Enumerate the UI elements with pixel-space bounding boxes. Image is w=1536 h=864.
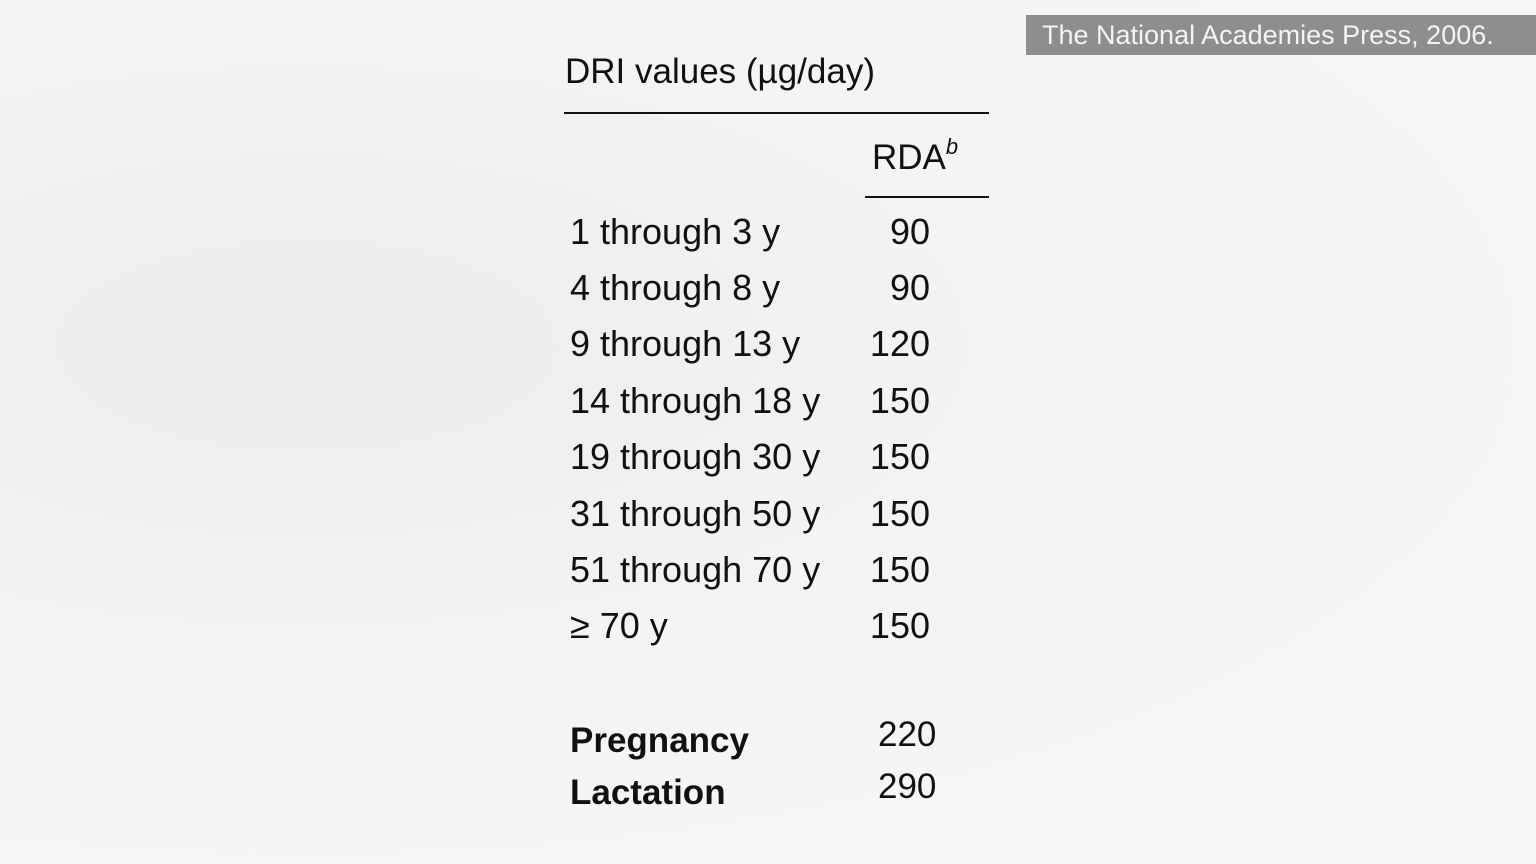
row-value: 120	[869, 323, 930, 364]
table-row: 1 through 3 y 90	[570, 211, 930, 261]
row-label: 31 through 50 y	[570, 493, 821, 534]
row-label: 4 through 8 y	[570, 267, 781, 308]
table-row: 14 through 18 y 150	[570, 380, 930, 430]
row-value: 150	[869, 493, 930, 534]
table-row: 4 through 8 y 90	[570, 267, 930, 317]
title-divider	[564, 112, 989, 114]
row-value: 290	[878, 767, 937, 806]
row-value: 150	[869, 380, 930, 421]
table-title: DRI values (µg/day)	[565, 52, 875, 91]
header-divider	[865, 196, 989, 198]
table-row: 9 through 13 y 120	[570, 323, 930, 373]
table-row: 31 through 50 y 150	[570, 493, 930, 543]
row-label: 51 through 70 y	[570, 549, 821, 590]
row-value: 150	[869, 549, 930, 590]
row-label: 14 through 18 y	[570, 380, 821, 421]
column-header-rda: RDAb	[872, 134, 958, 178]
row-value: 90	[889, 211, 930, 252]
row-label: 9 through 13 y	[570, 323, 801, 364]
row-label: Pregnancy	[570, 721, 749, 760]
source-credit: The National Academies Press, 2006.	[1026, 15, 1536, 55]
table-row: ≥ 70 y 150	[570, 605, 930, 655]
table-row: 51 through 70 y 150	[570, 549, 930, 599]
table-row: 19 through 30 y 150	[570, 436, 930, 486]
row-label: Lactation	[570, 773, 726, 812]
row-value: 220	[878, 715, 937, 754]
row-value: 150	[869, 605, 930, 646]
row-label: 1 through 3 y	[570, 211, 781, 252]
row-label: 19 through 30 y	[570, 436, 821, 477]
row-label: ≥ 70 y	[570, 605, 668, 646]
row-value: 150	[869, 436, 930, 477]
footnote-marker: b	[945, 134, 959, 159]
row-value: 90	[889, 267, 930, 308]
column-header-label: RDA	[872, 138, 946, 177]
